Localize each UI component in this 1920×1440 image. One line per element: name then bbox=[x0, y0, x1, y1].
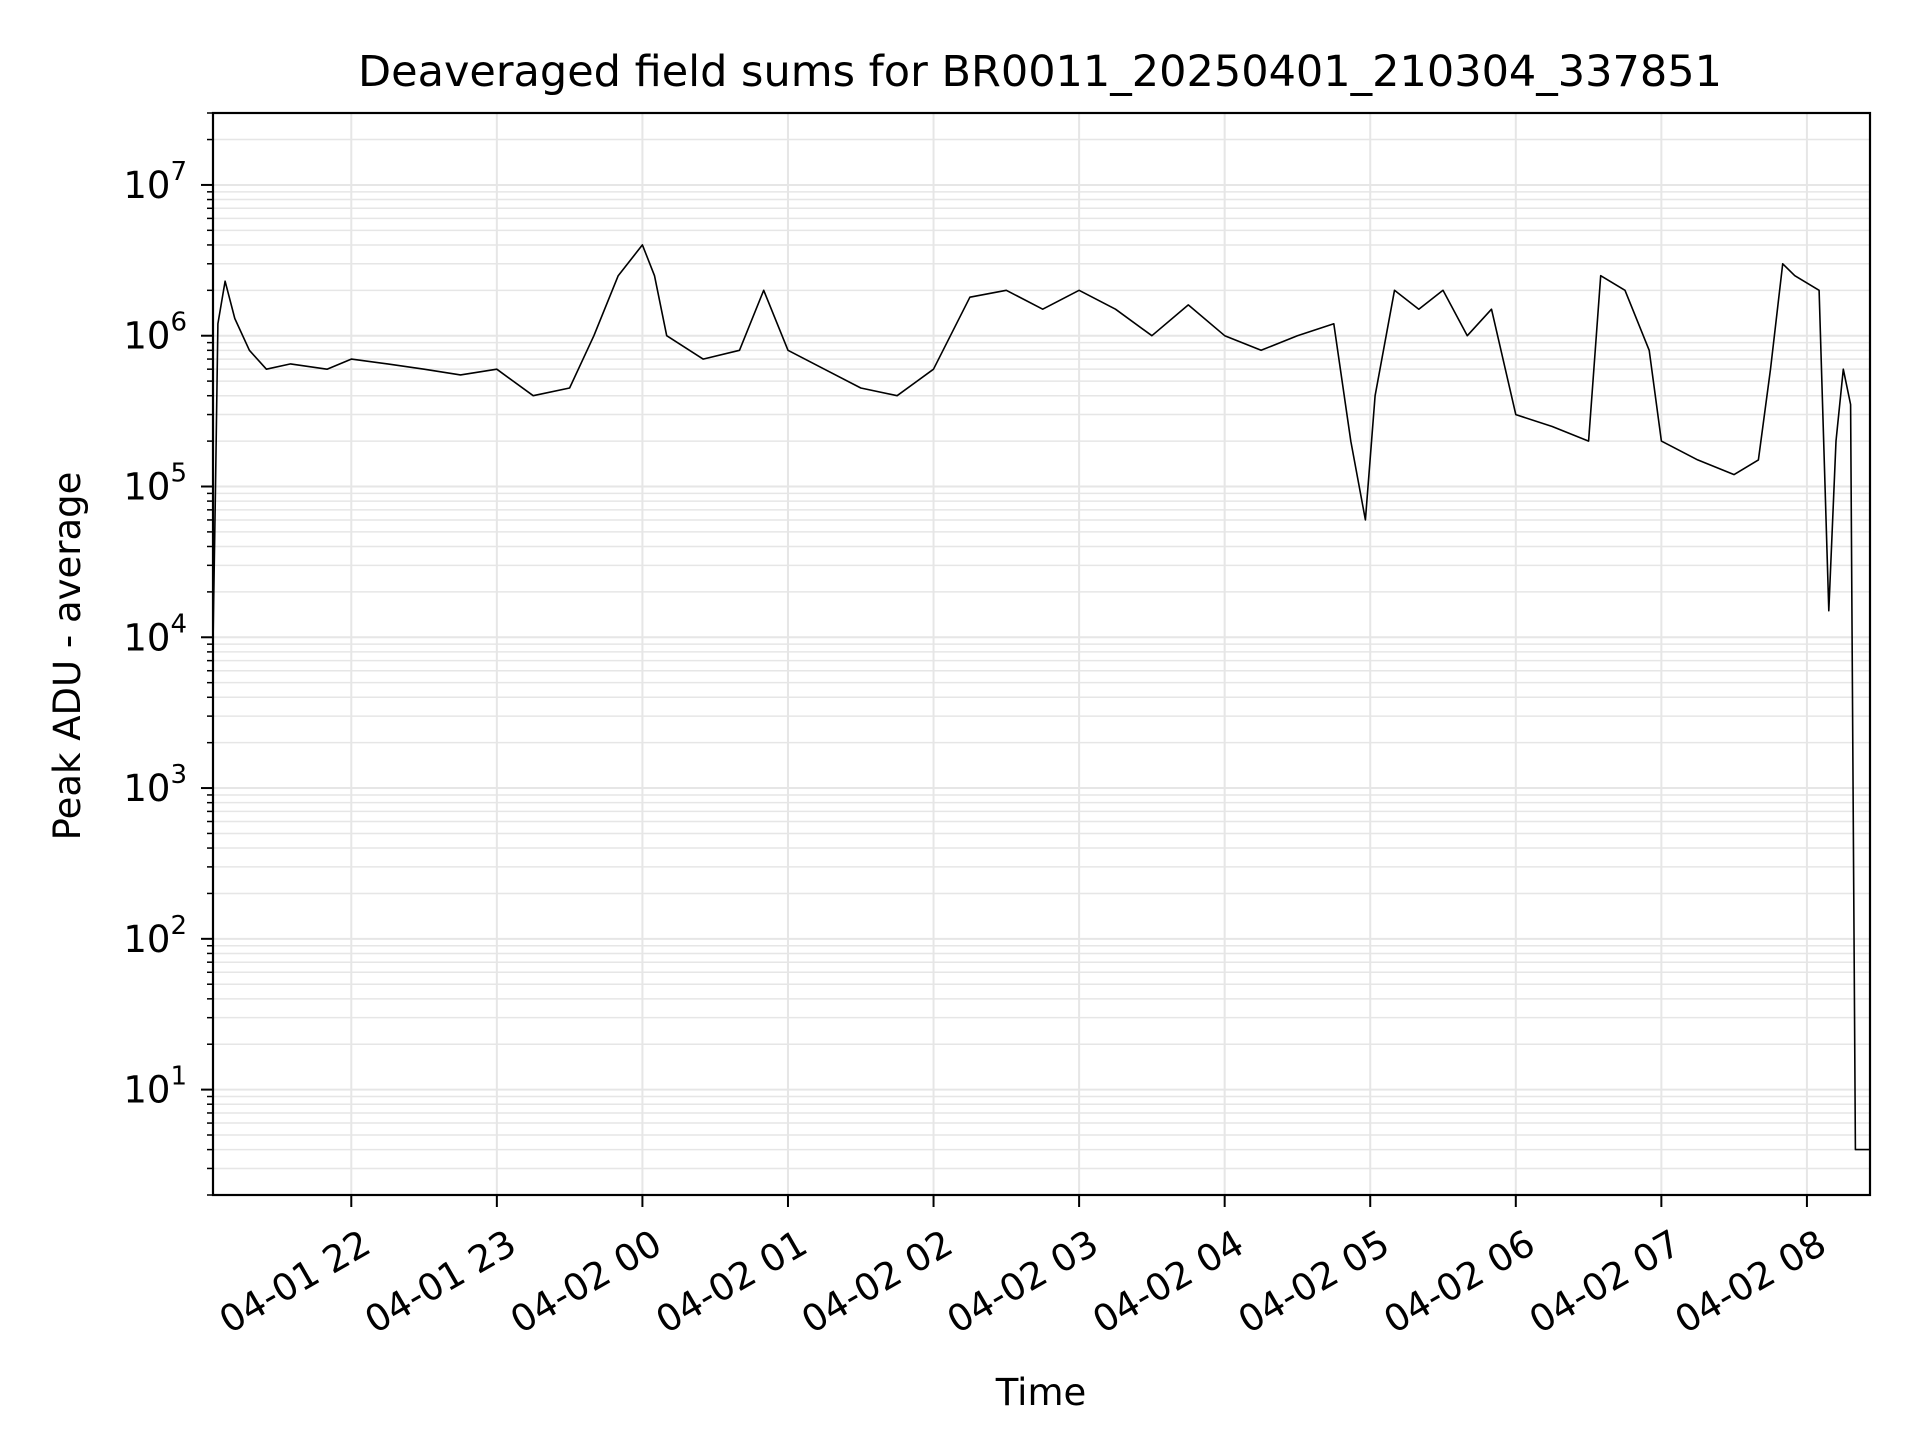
y-tick-label: 101 bbox=[123, 1062, 187, 1112]
y-tick-label: 102 bbox=[123, 911, 187, 961]
y-tick-label: 105 bbox=[123, 458, 187, 508]
series-layer bbox=[212, 244, 1870, 1151]
y-tick-label: 104 bbox=[123, 609, 187, 659]
chart-title: Deaveraged field sums for BR0011_2025040… bbox=[358, 47, 1722, 97]
x-axis-label: Time bbox=[995, 1371, 1087, 1414]
y-axis-label: Peak ADU - average bbox=[46, 472, 89, 841]
y-tick-label: 106 bbox=[123, 308, 187, 358]
y-tick-label: 103 bbox=[123, 760, 187, 810]
series-line bbox=[212, 244, 1870, 1151]
grid bbox=[213, 112, 1870, 1196]
y-tick-label: 107 bbox=[123, 157, 187, 207]
plot-frame bbox=[211, 111, 1872, 1197]
